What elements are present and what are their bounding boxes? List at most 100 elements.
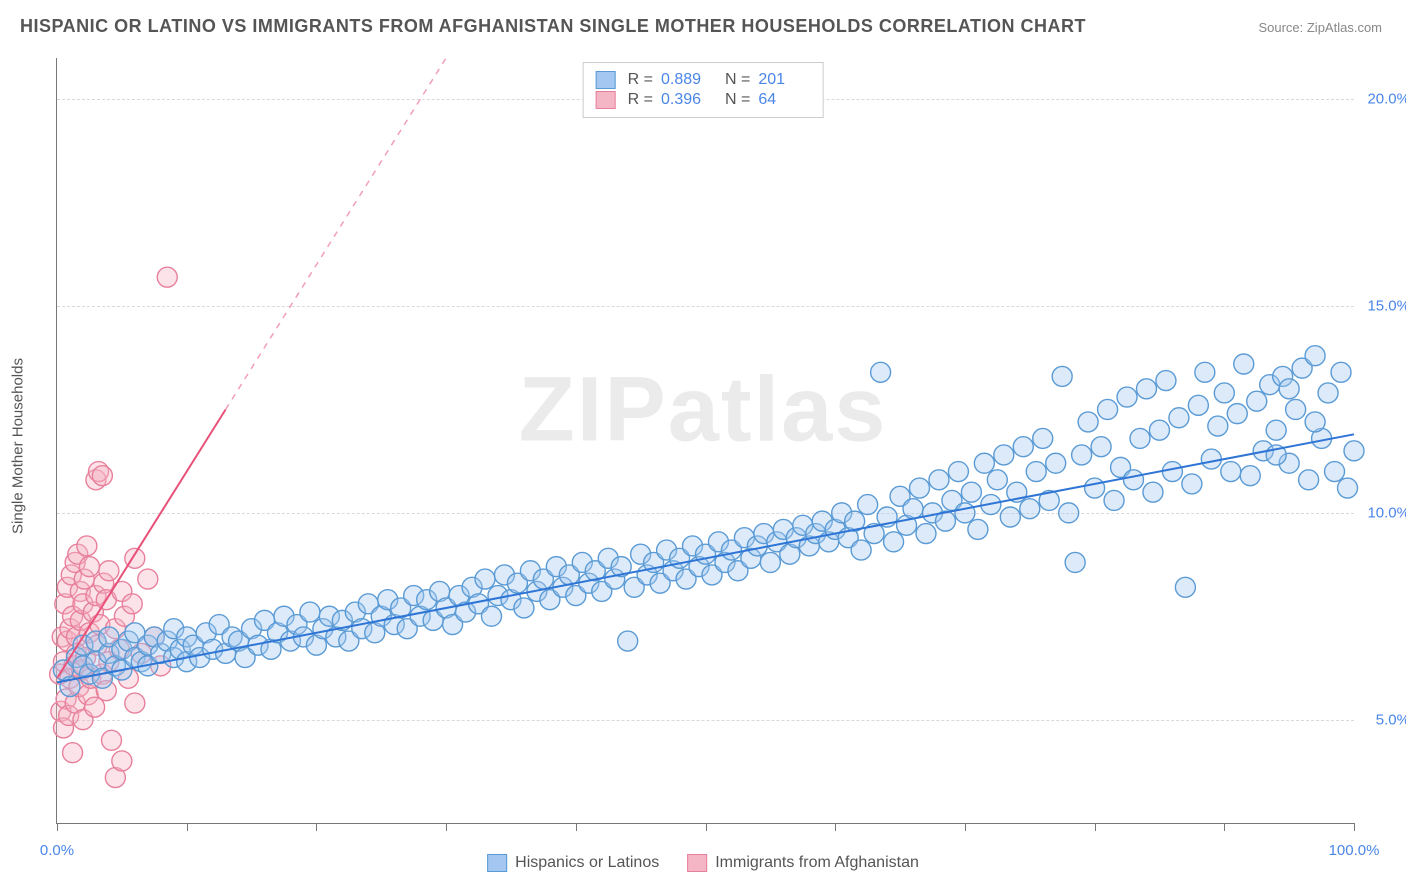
r-value-afghan: 0.396 [661,91,713,109]
scatter-point [125,693,145,713]
scatter-point [903,499,923,519]
scatter-point [1162,462,1182,482]
scatter-point [79,557,99,577]
x-tick-label: 0.0% [40,842,74,859]
scatter-point [1299,470,1319,490]
scatter-point [994,445,1014,465]
scatter-point [987,470,1007,490]
trendline [57,434,1354,682]
scatter-point [92,466,112,486]
scatter-point [1214,383,1234,403]
scatter-point [910,478,930,498]
x-tick [57,823,58,831]
scatter-point [1188,395,1208,415]
scatter-point [1130,428,1150,448]
scatter-point [157,267,177,287]
legend-stats-row-2: R = 0.396 N = 64 [596,91,811,109]
scatter-point [1020,499,1040,519]
scatter-point [1059,503,1079,523]
scatter-point [1026,462,1046,482]
legend-item-hispanic: Hispanics or Latinos [487,854,659,872]
scatter-point [760,552,780,572]
scatter-point [1143,482,1163,502]
scatter-point [1104,490,1124,510]
trendline-extrapolated [226,58,446,409]
scatter-point [1305,412,1325,432]
scatter-point [961,482,981,502]
scatter-point [974,453,994,473]
legend-stats: R = 0.889 N = 201 R = 0.396 N = 64 [583,62,824,118]
n-label: N = [725,91,750,109]
scatter-point [1033,428,1053,448]
y-tick-label: 5.0% [1362,711,1406,728]
scatter-point [300,602,320,622]
n-value-hispanic: 201 [758,71,810,89]
scatter-point [101,730,121,750]
scatter-point [929,470,949,490]
source-attribution: Source: ZipAtlas.com [1258,20,1382,35]
scatter-point [1195,362,1215,382]
scatter-point [618,631,638,651]
scatter-point [1240,466,1260,486]
x-tick [316,823,317,831]
n-value-afghan: 64 [758,91,810,109]
scatter-point [1046,453,1066,473]
scatter-point [1344,441,1364,461]
scatter-point [1013,437,1033,457]
x-tick-label: 100.0% [1329,842,1380,859]
scatter-point [858,495,878,515]
scatter-point [1149,420,1169,440]
scatter-point [1052,366,1072,386]
scatter-point [1221,462,1241,482]
scatter-point [138,569,158,589]
scatter-point [948,462,968,482]
scatter-point [1169,408,1189,428]
x-tick [446,823,447,831]
swatch-hispanic [596,71,616,89]
scatter-point [1156,371,1176,391]
n-label: N = [725,71,750,89]
scatter-point [1227,404,1247,424]
x-tick [965,823,966,831]
r-value-hispanic: 0.889 [661,71,713,89]
scatter-point [1305,346,1325,366]
scatter-point [1331,362,1351,382]
x-tick [576,823,577,831]
scatter-point [1234,354,1254,374]
scatter-point [1091,437,1111,457]
scatter-point [968,519,988,539]
scatter-point [1124,470,1144,490]
x-tick [1354,823,1355,831]
scatter-point [1117,387,1137,407]
scatter-point [1072,445,1092,465]
scatter-point [481,606,501,626]
scatter-point [112,751,132,771]
scatter-point [1266,420,1286,440]
swatch-afghan [687,854,707,872]
scatter-point [1286,399,1306,419]
r-label: R = [628,71,653,89]
scatter-point [514,598,534,618]
chart-svg [57,58,1354,823]
scatter-point [1078,412,1098,432]
scatter-point [63,743,83,763]
scatter-point [1279,379,1299,399]
scatter-point [99,561,119,581]
legend-item-afghan: Immigrants from Afghanistan [687,854,919,872]
scatter-point [1065,552,1085,572]
scatter-point [77,536,97,556]
scatter-point [122,594,142,614]
scatter-point [851,540,871,560]
y-axis-label: Single Mother Households [10,358,27,534]
scatter-point [1175,577,1195,597]
chart-title: HISPANIC OR LATINO VS IMMIGRANTS FROM AF… [20,16,1086,37]
swatch-hispanic [487,854,507,872]
y-tick-label: 10.0% [1362,504,1406,521]
series-label-afghan: Immigrants from Afghanistan [715,854,919,872]
x-tick [187,823,188,831]
scatter-point [1182,474,1202,494]
r-label: R = [628,91,653,109]
scatter-point [1325,462,1345,482]
scatter-point [871,362,891,382]
scatter-point [1098,399,1118,419]
